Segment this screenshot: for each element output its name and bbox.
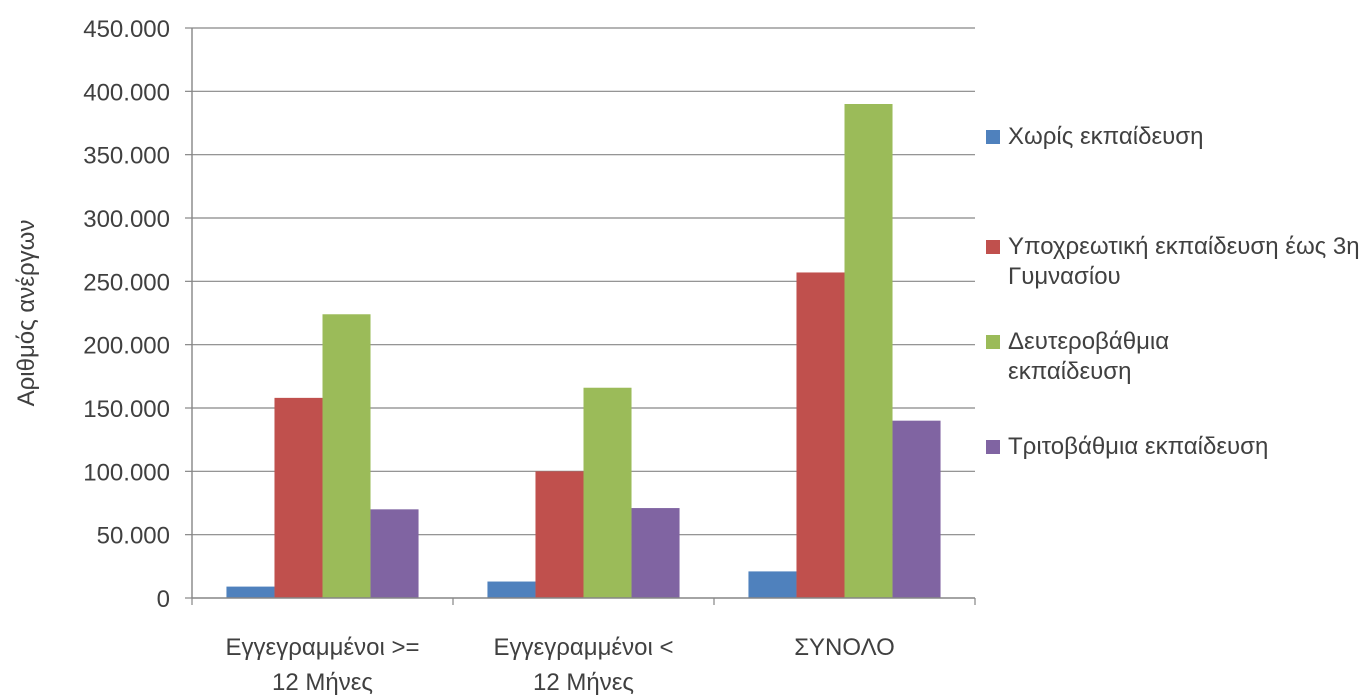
bar <box>583 387 632 598</box>
legend-swatch <box>986 240 1000 254</box>
legend-label: Δευτεροβάθμια εκπαίδευση <box>1008 328 1170 385</box>
y-tick-label: 300.000 <box>83 206 170 233</box>
bar <box>322 314 371 598</box>
bar <box>226 586 275 598</box>
legend-label: Υποχρεωτική εκπαίδευση έως 3η Γυμνασίου <box>1008 233 1360 290</box>
bar <box>844 104 893 598</box>
bar <box>535 471 584 598</box>
legend-item-secondary-education: Δευτεροβάθμια εκπαίδευση <box>986 327 1248 387</box>
bar <box>796 272 845 598</box>
legend-label: Χωρίς εκπαίδευση <box>1008 123 1204 150</box>
y-tick-label: 400.000 <box>83 79 170 106</box>
y-tick-label: 200.000 <box>83 333 170 360</box>
legend-label: Τριτοβάθμια εκπαίδευση <box>1008 433 1269 460</box>
bars <box>226 104 941 598</box>
bar <box>274 397 323 598</box>
x-category-label: Εγγεγραμμένοι <12 Μήνες <box>494 634 674 696</box>
y-tick-labels: 0 50.000 100.000 150.000 200.000 250.000 300.0… <box>83 16 170 613</box>
legend-swatch <box>986 335 1000 349</box>
bar <box>892 420 941 598</box>
x-category-label: ΣΥΝΟΛΟ <box>794 634 895 661</box>
y-tick-label: 450.000 <box>83 16 170 43</box>
legend: Χωρίς εκπαίδευση Υποχρεωτική εκπαίδευση … <box>986 0 1368 700</box>
axes <box>191 28 976 605</box>
y-tick-label: 250.000 <box>83 269 170 296</box>
bar <box>370 509 419 598</box>
legend-item-no-education: Χωρίς εκπαίδευση <box>986 122 1363 152</box>
y-tick-label: 50.000 <box>97 523 170 550</box>
bar <box>487 581 536 598</box>
legend-swatch <box>986 130 1000 144</box>
y-tick-label: 0 <box>157 586 170 613</box>
legend-swatch <box>986 440 1000 454</box>
y-axis-title: Αριθμός ανέργων <box>13 220 40 407</box>
y-tick-label: 100.000 <box>83 459 170 486</box>
x-category-labels: Εγγεγραμμένοι >= 12 Μήνες Εγγεγραμμένοι <1… <box>226 634 895 696</box>
legend-item-compulsory-education: Υποχρεωτική εκπαίδευση έως 3η Γυμνασίου <box>986 232 1363 292</box>
legend-item-tertiary-education: Τριτοβάθμια εκπαίδευση <box>986 432 1363 462</box>
y-tick-label: 150.000 <box>83 396 170 423</box>
bar <box>748 571 797 598</box>
x-category-label: Εγγεγραμμένοι >= 12 Μήνες <box>226 634 420 696</box>
y-tick-label: 350.000 <box>83 143 170 170</box>
bar-chart: 0 50.000 100.000 150.000 200.000 250.000 300.0… <box>13 16 976 696</box>
bar <box>631 508 680 598</box>
